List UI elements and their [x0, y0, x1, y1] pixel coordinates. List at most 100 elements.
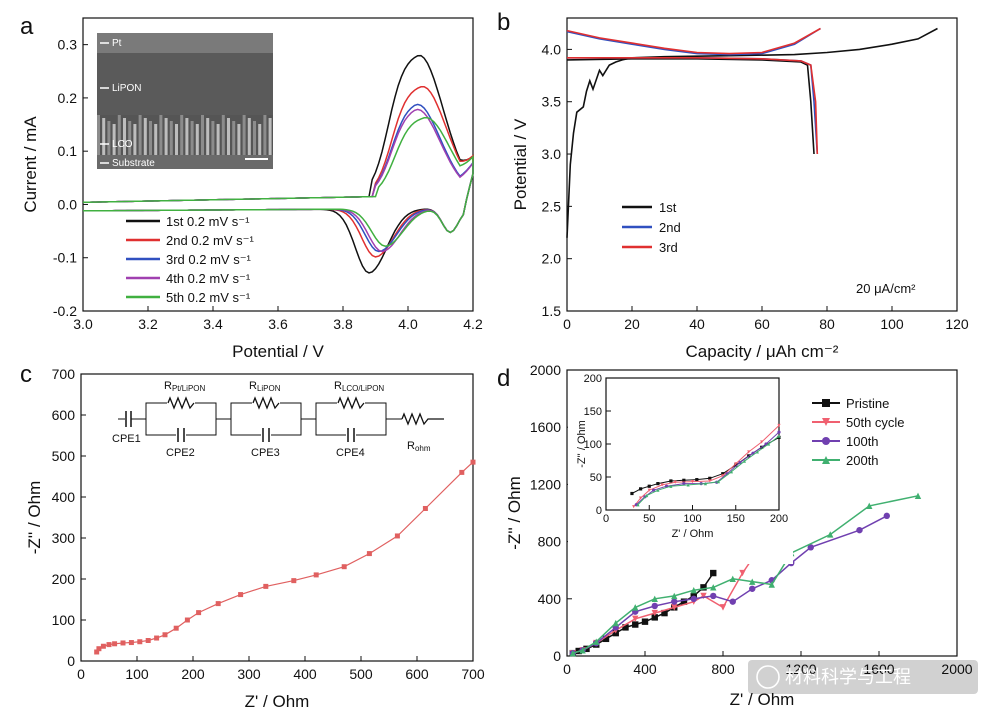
y-tick-label: 300 [52, 530, 76, 546]
data-point-2 [719, 604, 727, 611]
data-point-4 [612, 619, 619, 627]
y-tick-label: 0.1 [58, 143, 78, 159]
wechat-logo-icon [756, 665, 780, 689]
inset-point-1 [682, 478, 686, 482]
data-point [196, 610, 202, 616]
sem-grain [169, 121, 173, 155]
rate-annotation: 20 μA/cm² [856, 281, 916, 296]
legend-marker-3 [822, 437, 830, 445]
inset-series-2 [633, 425, 780, 508]
y-tick-label: 0 [67, 653, 75, 669]
data-point-2 [632, 615, 639, 623]
x-tick-label: 400 [293, 666, 317, 682]
data-point-3 [749, 585, 756, 592]
sem-grain [227, 118, 230, 155]
inset-point-3 [777, 430, 781, 434]
sem-layer-pt [97, 33, 273, 53]
sem-grain [216, 124, 220, 155]
plot-frame [566, 17, 958, 312]
y-tick-label: 0 [596, 505, 602, 517]
data-point-1 [632, 621, 639, 628]
y-tick-label: 500 [52, 448, 76, 464]
sem-grain [123, 118, 126, 155]
x-tick-label: 0 [563, 316, 571, 332]
y-tick-label: 800 [538, 534, 562, 550]
inset-point-4 [767, 442, 771, 446]
inset-point-1 [630, 491, 634, 496]
data-point [106, 642, 112, 648]
x-tick-label: 0 [77, 666, 85, 682]
legend-entry-4: 200th [846, 453, 879, 468]
inset-series-4 [637, 435, 780, 506]
inset-point-1 [669, 479, 673, 483]
sem-grain [159, 115, 163, 155]
sem-grain [211, 121, 215, 155]
inset-point-1 [656, 482, 660, 486]
sem-grain [206, 118, 210, 155]
sem-layer-lipon [97, 53, 273, 115]
data-point [94, 649, 100, 655]
y-tick-label: 1200 [530, 476, 561, 492]
sem-grain [102, 118, 106, 155]
y-tick-label: 200 [52, 571, 76, 587]
data-point-4 [569, 649, 577, 657]
data-point [128, 640, 134, 646]
x-tick-label: 4.0 [398, 316, 418, 332]
data-point-2 [671, 604, 678, 611]
sem-grain [185, 118, 189, 155]
y-axis-label: Potential / V [511, 118, 530, 210]
cap-gap [176, 431, 186, 439]
inset-point-1 [639, 487, 643, 491]
data-point [422, 505, 428, 511]
sem-grain [107, 121, 111, 155]
sem-grain [175, 124, 178, 155]
plot-frame [566, 369, 958, 657]
resistor-label-sub: LiPON [257, 384, 281, 393]
sem-label-lipon: LiPON [112, 83, 141, 94]
legend-entry-4: 4th 0.2 mV s⁻¹ [166, 271, 251, 286]
sem-grain [128, 121, 132, 155]
series-discharge-1 [566, 58, 815, 155]
inset-point-4 [636, 503, 640, 507]
y-axis-label: -Z'' / Ohm [505, 476, 524, 550]
x-tick-label: 0 [603, 513, 609, 525]
data-point-2 [651, 609, 658, 617]
legend-entry-1: Pristine [846, 396, 889, 411]
resistor-label-sub: ohm [415, 444, 431, 453]
data-point [137, 639, 143, 645]
data-point-3 [729, 598, 736, 605]
resistor-label-sub: Pt/LiPON [172, 384, 206, 393]
x-tick-label: 1200 [785, 661, 816, 677]
data-point [100, 643, 106, 649]
sem-grain [164, 118, 168, 155]
inset-point-2 [708, 479, 712, 483]
cpe-label-3: CPE3 [251, 447, 280, 459]
inset-point-2 [632, 505, 636, 509]
cpe-label-4: CPE4 [336, 447, 365, 459]
x-axis-label: Z' / Ohm [245, 692, 310, 711]
data-point-4 [866, 502, 873, 510]
legend-entry-3: 3rd [659, 240, 678, 255]
panel-b: b 0 20 40 60 80 100 120 1.5 2.0 2.5 3.0 3.5 4.0 Capaci… [497, 9, 969, 361]
x-tick-label: 4.2 [463, 316, 483, 332]
x-tick-label: 3.6 [268, 316, 288, 332]
sem-grain [149, 121, 152, 155]
inset-point-2 [777, 423, 781, 428]
x-axis-label: Potential / V [232, 342, 324, 361]
data-point [313, 572, 319, 578]
sem-grain [242, 115, 246, 155]
data-point-1 [710, 569, 717, 577]
data-point-4 [593, 638, 600, 645]
inset-point-2 [734, 462, 738, 466]
sem-label-pt: Pt [112, 38, 122, 49]
y-tick-label: 1.5 [542, 303, 562, 319]
inset-point-4 [716, 480, 721, 484]
data-point [162, 632, 168, 638]
sem-grain [154, 124, 158, 155]
data-point [215, 601, 221, 607]
y-tick-label: 0.3 [58, 37, 78, 53]
y-tick-label: 100 [584, 439, 602, 451]
panel-label-a: a [20, 13, 34, 40]
plot-frame [80, 373, 474, 662]
panel-label-c: c [20, 361, 32, 388]
